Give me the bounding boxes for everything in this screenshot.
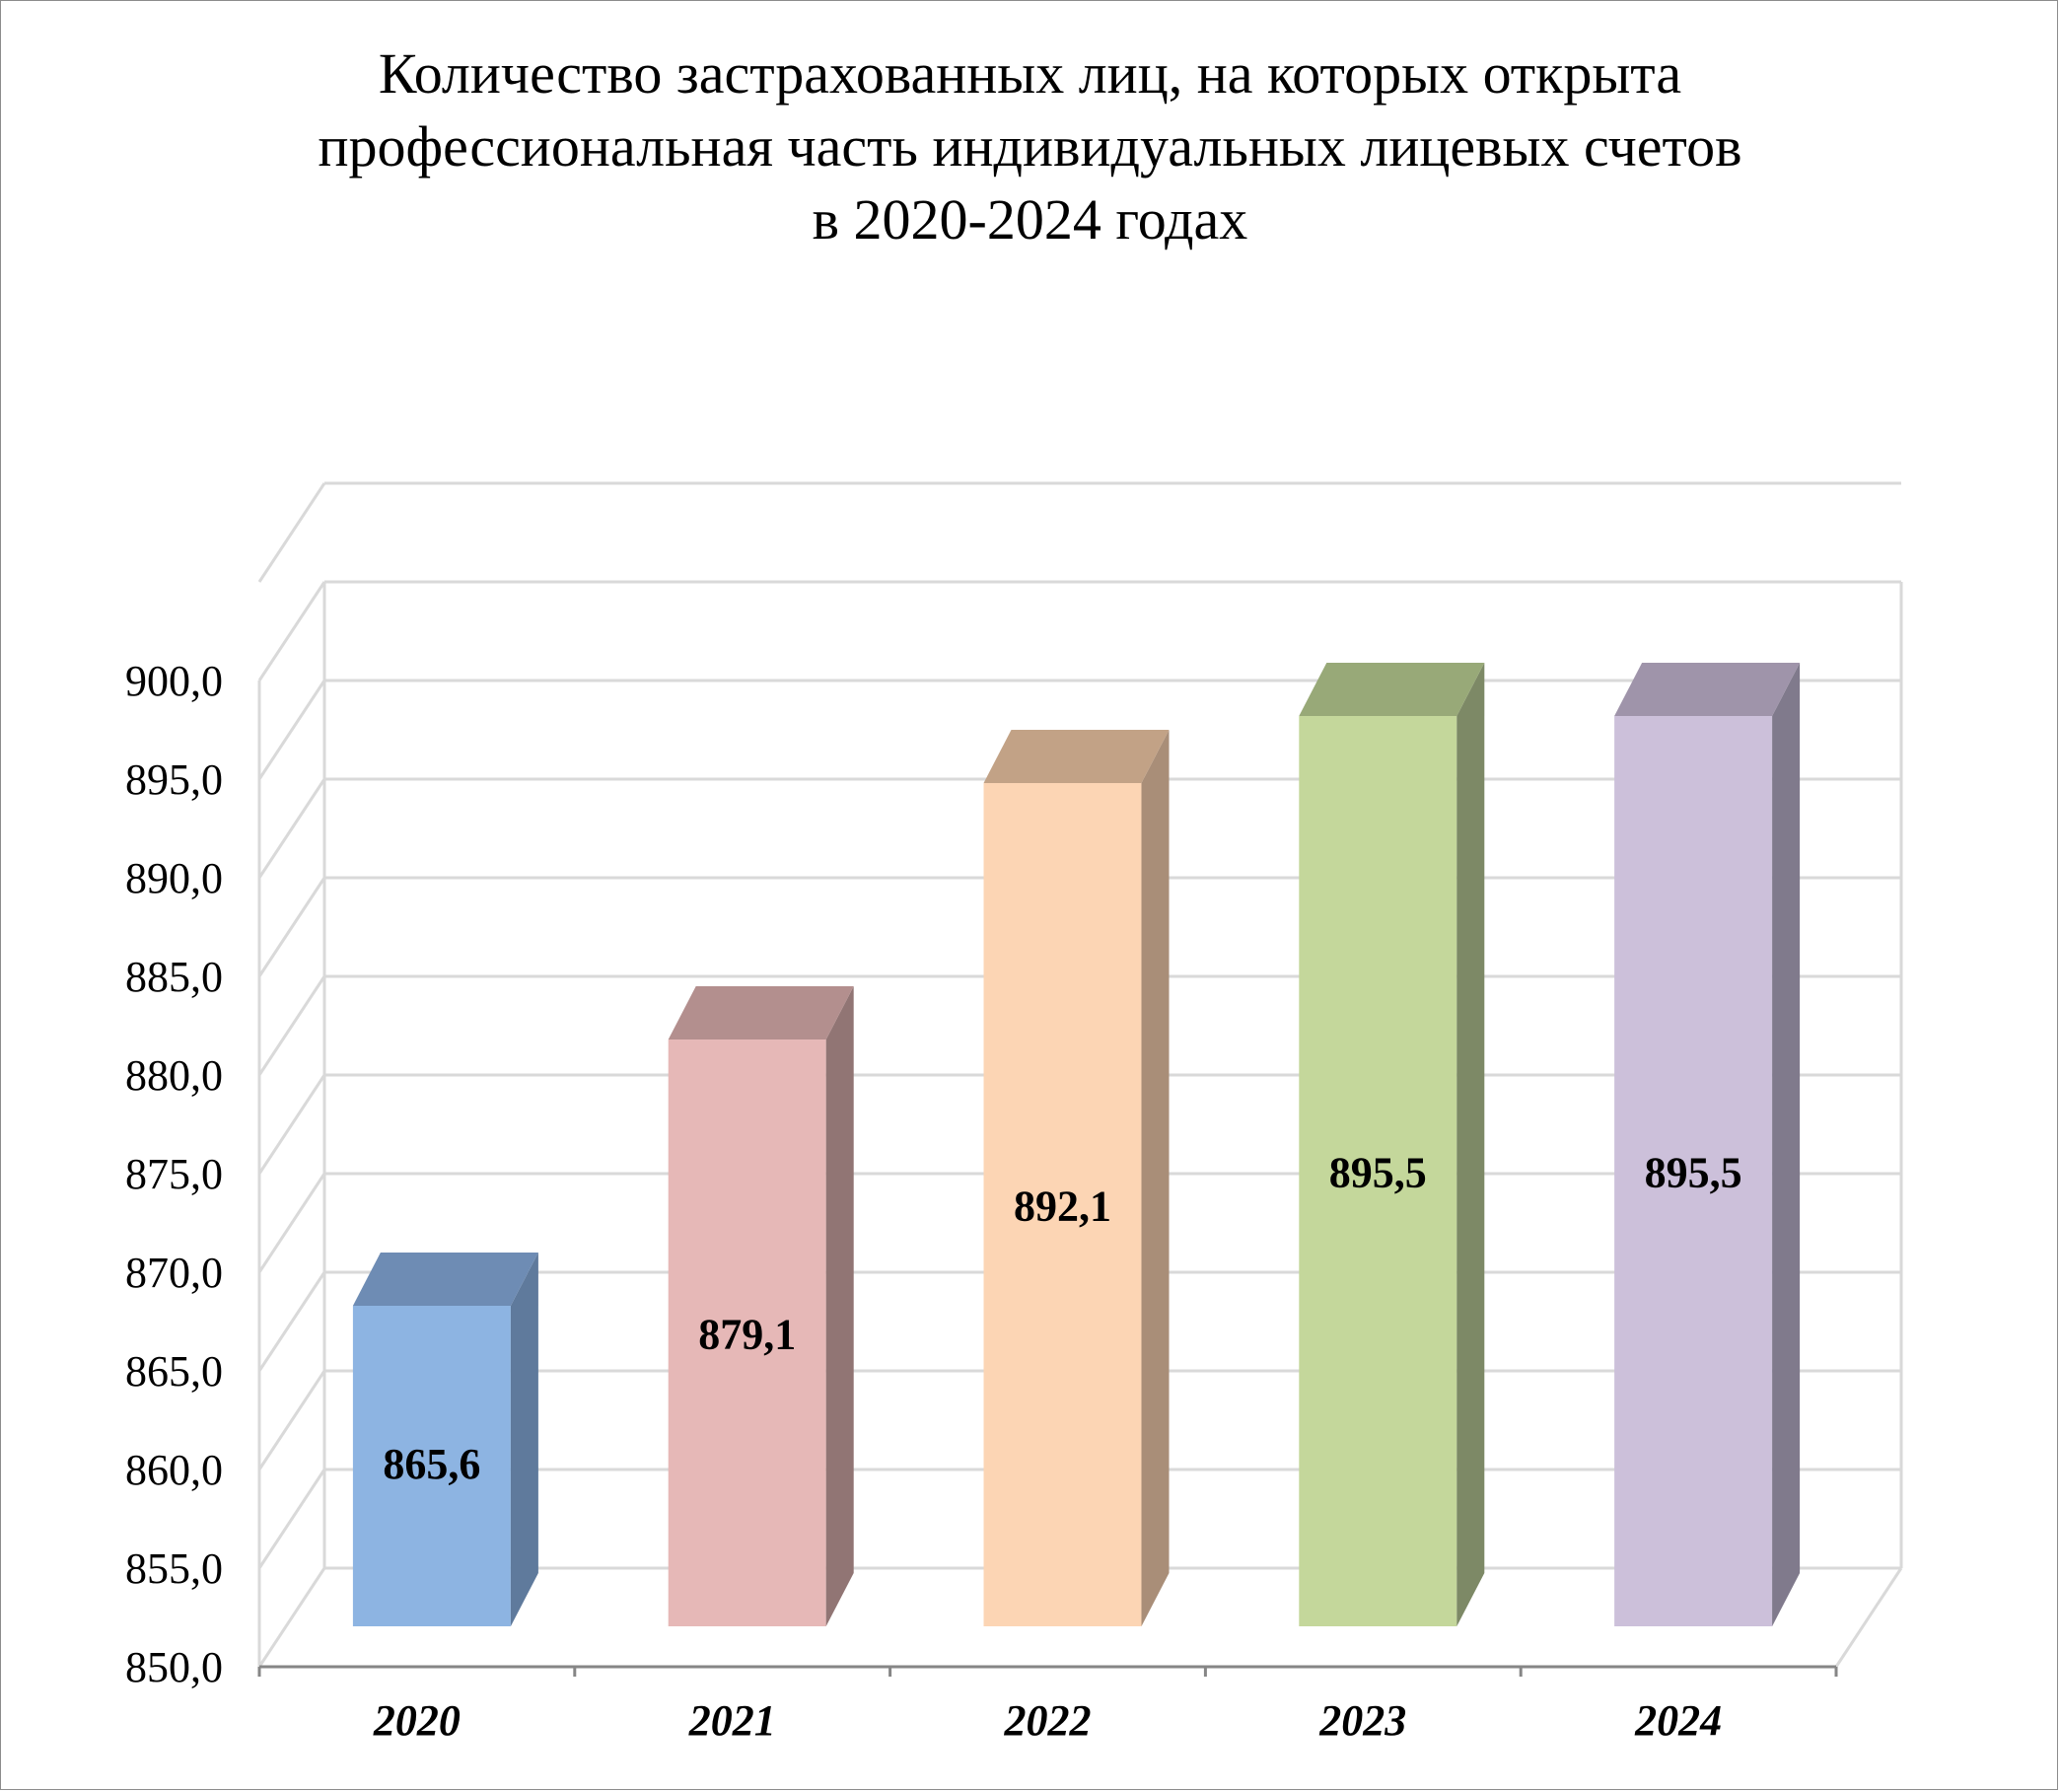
- labels: 865,6 879,1 892,1 895,5 895,5: [383, 1149, 1741, 1489]
- gridline-side: [257, 1173, 326, 1273]
- chart-title: Количество застрахованных лиц, на которы…: [0, 37, 2060, 256]
- x-tick-label: 2024: [1634, 1696, 1722, 1745]
- gridline-side: [257, 877, 326, 977]
- x-tick-label: 2022: [1004, 1696, 1092, 1745]
- bar-2023: [1299, 663, 1485, 1626]
- bar-side: [825, 986, 854, 1626]
- gridline-side: [257, 1567, 326, 1668]
- gridline-side: [257, 680, 326, 780]
- data-label: 879,1: [698, 1311, 796, 1359]
- chart-title-line-3: в 2020-2024 годах: [812, 187, 1248, 251]
- y-tick-label: 880,0: [125, 1051, 223, 1100]
- y-tick-label: 900,0: [125, 657, 223, 705]
- bar-top: [668, 986, 854, 1039]
- x-tick-label: 2023: [1318, 1696, 1406, 1745]
- gridline-side: [257, 482, 326, 583]
- y-tick-label: 855,0: [125, 1544, 223, 1593]
- gridline-side: [257, 975, 326, 1076]
- x-tick-label: 2020: [373, 1696, 461, 1745]
- chart-title-line-1: Количество застрахованных лиц, на которы…: [378, 41, 1682, 106]
- gridline-side: [257, 1469, 326, 1569]
- bar-top: [983, 730, 1170, 783]
- gridline-side: [257, 1074, 326, 1175]
- bar-2021: [668, 986, 854, 1626]
- y-tick-label: 850,0: [125, 1643, 223, 1691]
- bar-side: [510, 1253, 538, 1626]
- y-tick-label: 895,0: [125, 755, 223, 804]
- y-tick-label: 885,0: [125, 953, 223, 1001]
- x-tick-label: 2021: [688, 1696, 776, 1745]
- gridline-side: [257, 778, 326, 879]
- data-label: 865,6: [383, 1440, 480, 1488]
- data-label: 895,5: [1329, 1149, 1427, 1197]
- axes: 850,0 855,0 860,0 865,0 870,0 875,0 880,0 885,0…: [125, 657, 1838, 1745]
- y-tick-label: 865,0: [125, 1347, 223, 1396]
- bar-2024: [1614, 663, 1801, 1626]
- y-tick-label: 870,0: [125, 1249, 223, 1297]
- bar-front: [1614, 716, 1773, 1626]
- gridline-side: [257, 581, 326, 681]
- bar-front: [983, 783, 1142, 1626]
- bars: [352, 663, 1801, 1626]
- bar-side: [1141, 730, 1170, 1626]
- data-label: 895,5: [1645, 1149, 1742, 1197]
- bar-top: [1299, 663, 1485, 716]
- bar-side: [1772, 663, 1801, 1626]
- chart-title-line-2: профессиональная часть индивидуальных ли…: [318, 114, 1742, 179]
- bar-top: [352, 1253, 538, 1306]
- bar-top: [1614, 663, 1801, 716]
- bar-2022: [983, 730, 1170, 1626]
- bar-side: [1456, 663, 1485, 1626]
- gridline-side: [257, 1271, 326, 1372]
- y-tick-label: 860,0: [125, 1446, 223, 1494]
- gridline-side: [257, 1370, 326, 1470]
- bar-front: [1299, 716, 1457, 1626]
- data-label: 892,1: [1014, 1183, 1111, 1231]
- bar-2020: [352, 1253, 538, 1626]
- bar-front: [668, 1039, 826, 1626]
- bar-front: [352, 1306, 511, 1626]
- floor-right-edge: [1834, 1567, 1903, 1668]
- y-tick-label: 890,0: [125, 854, 223, 902]
- y-tick-label: 875,0: [125, 1150, 223, 1198]
